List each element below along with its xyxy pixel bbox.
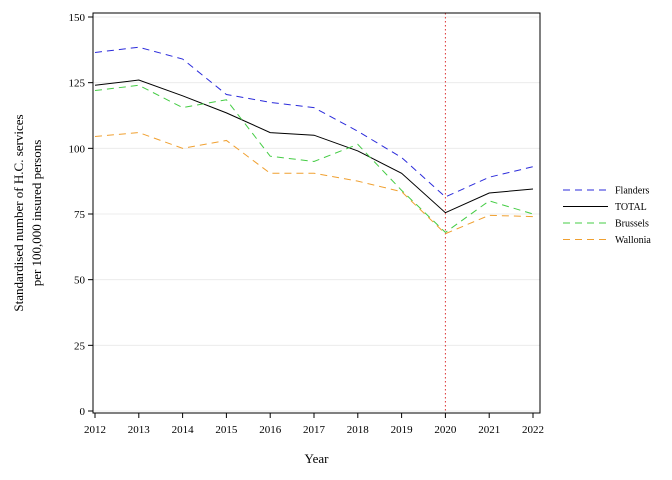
x-tick-label: 2015	[215, 424, 238, 436]
x-tick-label: 2018	[347, 424, 370, 436]
series-line-flanders	[94, 46, 534, 198]
x-tick-label: 2014	[172, 424, 195, 436]
x-tick-label: 2020	[434, 424, 457, 436]
series-line-wallonia	[94, 132, 534, 235]
series-layer	[94, 46, 534, 235]
legend: Flanders TOTAL Brussels Wallonia	[563, 186, 651, 246]
x-tick-label: 2021	[478, 424, 500, 436]
y-axis-title-line-1: Standardised number of H.C. services	[11, 114, 26, 311]
y-tick-label: 150	[69, 12, 86, 24]
legend-label-wallonia: Wallonia	[615, 235, 651, 246]
x-tick-label: 2012	[84, 424, 106, 436]
series-line-total	[94, 79, 534, 214]
x-tick-label: 2013	[128, 424, 151, 436]
x-axis-title: Year	[305, 451, 330, 466]
x-tick-label: 2016	[259, 424, 282, 436]
x-tick-label: 2017	[303, 424, 326, 436]
y-tick-label: 100	[69, 143, 86, 155]
y-axis-title-line-2: per 100,000 insured persons	[29, 140, 44, 287]
x-axis: 2012 2013 2014 2015 2016 2017 2018 2019 2020 2021…	[84, 413, 544, 436]
y-tick-label: 50	[74, 275, 86, 287]
legend-label-brussels: Brussels	[615, 219, 649, 230]
plot-frame	[92, 12, 541, 414]
y-axis: 0 25 50 75 100 125 150	[69, 12, 93, 418]
y-tick-label: 25	[74, 340, 86, 352]
x-tick-label: 2019	[391, 424, 414, 436]
y-tick-label: 125	[69, 78, 86, 90]
x-tick-label: 2022	[522, 424, 544, 436]
gridlines	[93, 16, 540, 412]
y-tick-label: 0	[80, 406, 86, 418]
legend-label-total: TOTAL	[615, 202, 647, 213]
series-line-brussels	[94, 84, 534, 234]
y-tick-label: 75	[74, 209, 86, 221]
legend-label-flanders: Flanders	[615, 186, 650, 197]
